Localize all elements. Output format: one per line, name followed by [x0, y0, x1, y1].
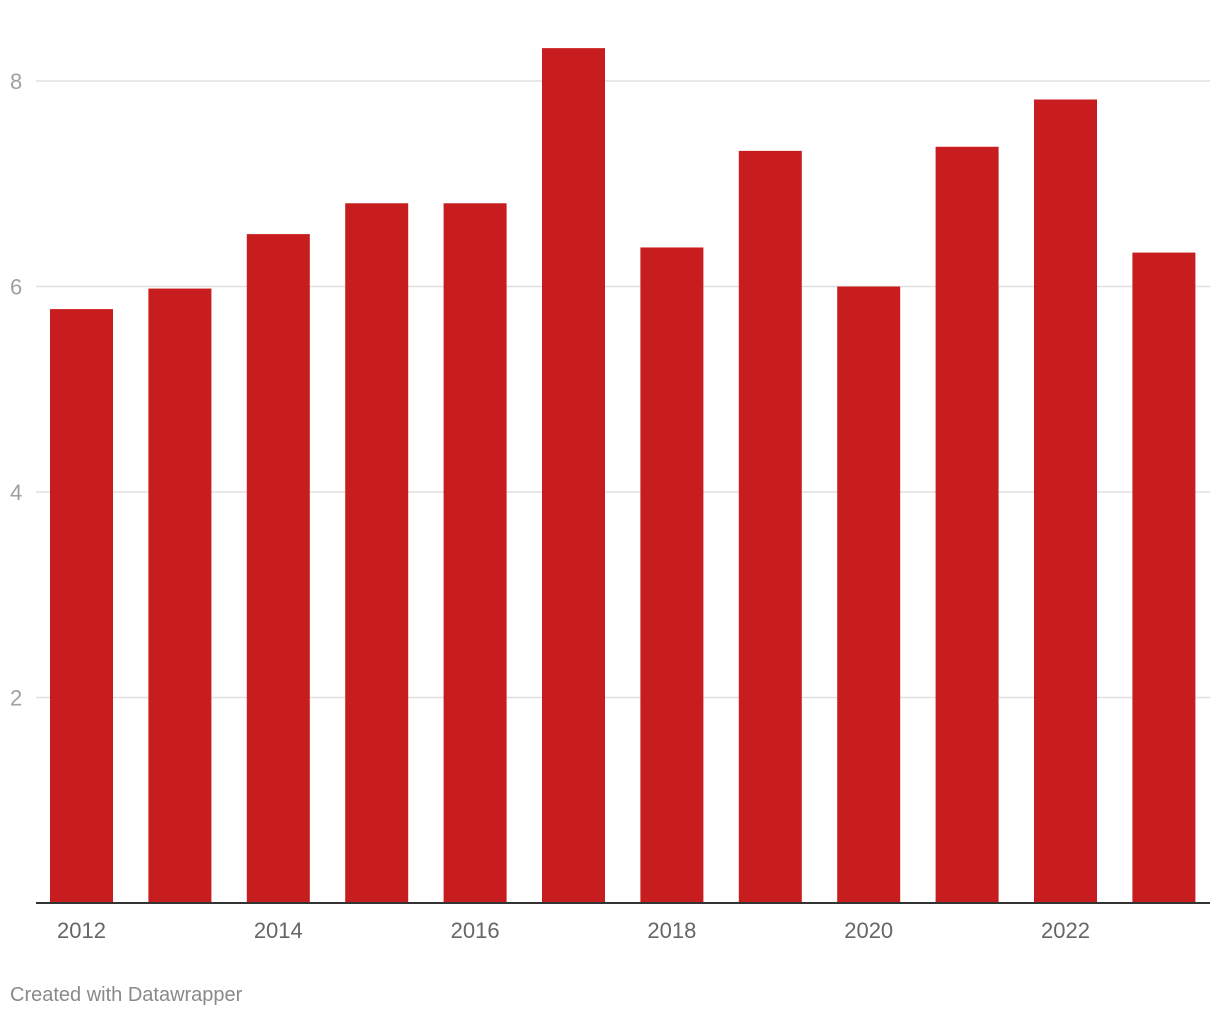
y-tick-label: 6 [10, 275, 22, 300]
bar-2021[interactable] [935, 146, 999, 903]
bar-2017[interactable] [542, 48, 605, 904]
x-tick-label-2018: 2018 [647, 918, 696, 943]
bar-2020[interactable] [837, 286, 901, 904]
bar-2013[interactable] [148, 288, 212, 903]
bar-2012[interactable] [50, 309, 113, 904]
datawrapper-credit[interactable]: Created with Datawrapper [10, 984, 243, 1006]
x-tick-label-2020: 2020 [844, 918, 893, 943]
y-tick-label: 4 [10, 480, 22, 505]
y-tick-label: 2 [10, 686, 22, 711]
bar-2018[interactable] [640, 247, 704, 903]
bar-2014[interactable] [246, 234, 310, 903]
bars [50, 48, 1196, 904]
bar-2022[interactable] [1034, 99, 1097, 904]
bar-2023[interactable] [1132, 252, 1196, 903]
x-tick-label-2012: 2012 [57, 918, 106, 943]
x-axis-labels: 2012 2014 2016 2018 2020 2022 [57, 918, 1090, 943]
x-tick-label-2016: 2016 [451, 918, 500, 943]
bar-2016[interactable] [443, 203, 507, 903]
x-tick-label-2022: 2022 [1041, 918, 1090, 943]
bar-2015[interactable] [345, 203, 409, 903]
y-tick-label: 8 [10, 69, 22, 94]
x-tick-label-2014: 2014 [254, 918, 303, 943]
bar-2019[interactable] [738, 150, 802, 903]
y-grid: 2 4 6 8 [10, 69, 1210, 711]
